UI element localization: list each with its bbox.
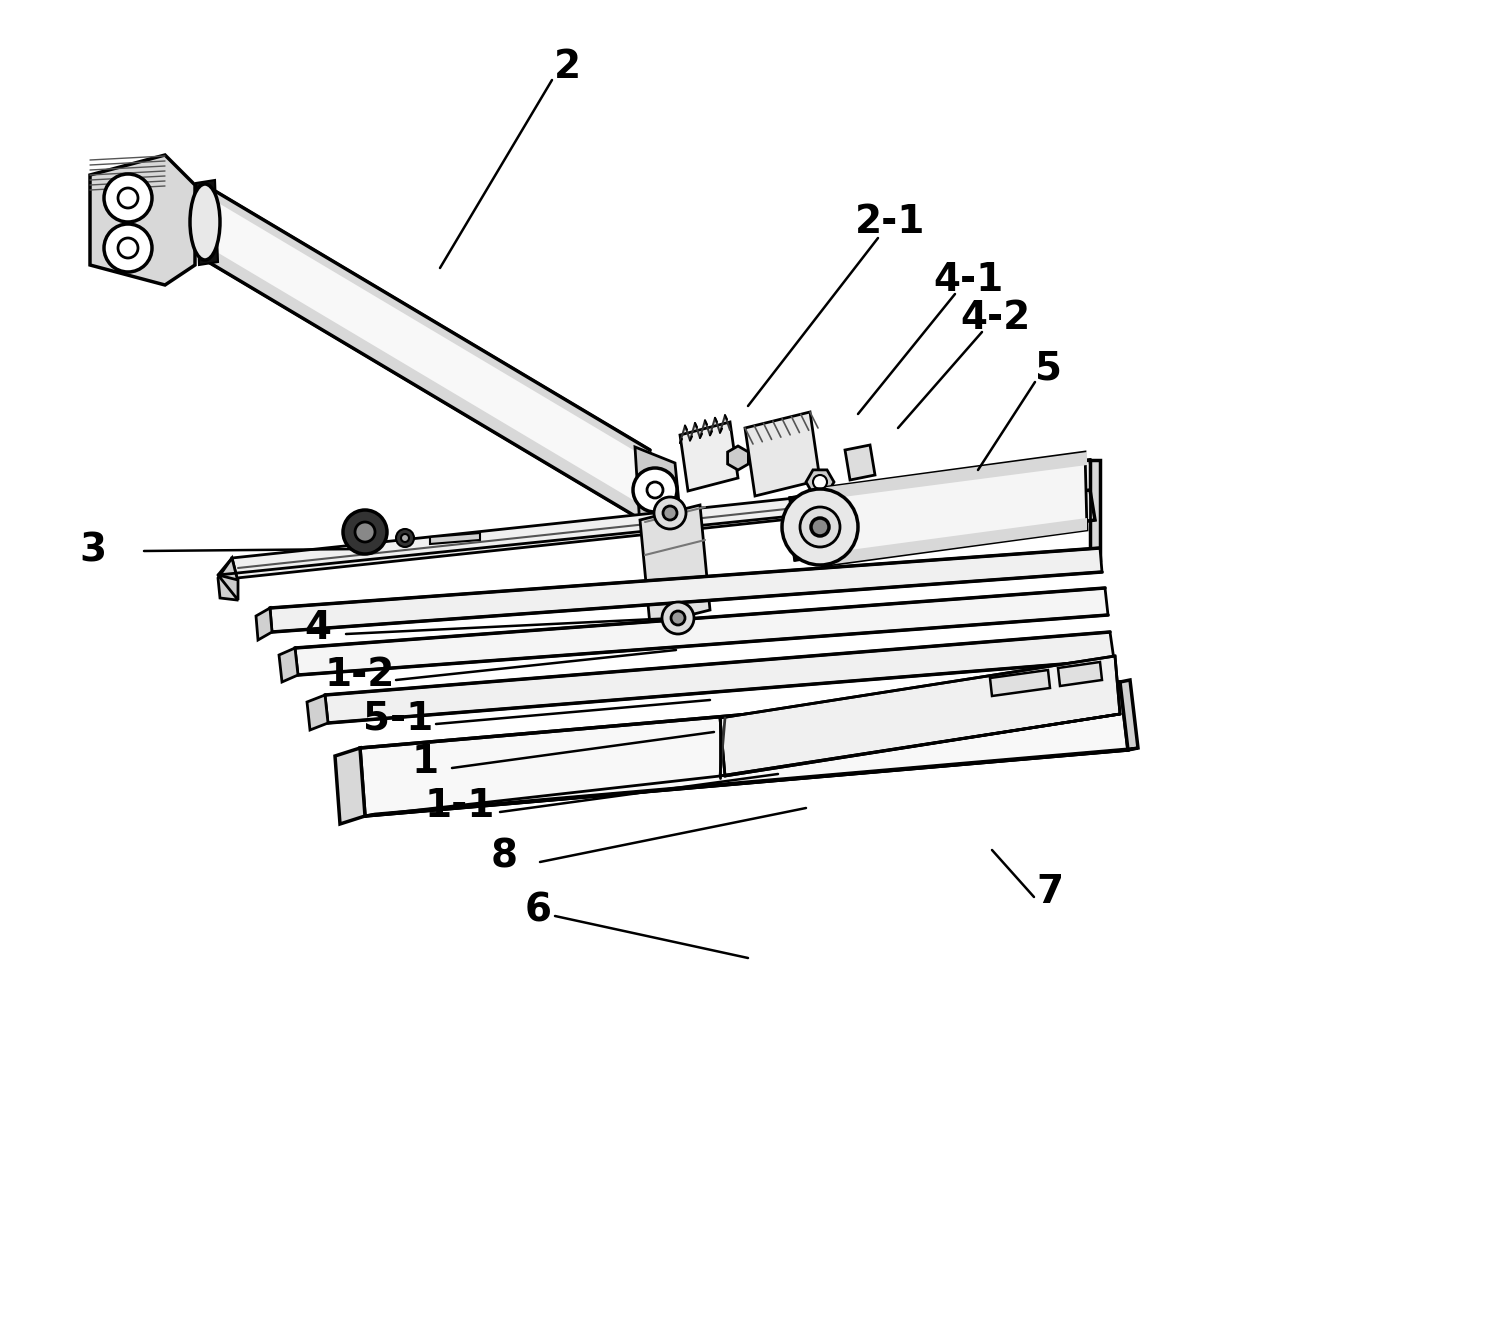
Polygon shape — [360, 682, 1128, 816]
Polygon shape — [269, 548, 1103, 633]
Polygon shape — [280, 649, 298, 682]
Circle shape — [400, 534, 409, 542]
Circle shape — [811, 518, 829, 536]
Polygon shape — [680, 423, 738, 490]
Polygon shape — [820, 452, 1088, 566]
Polygon shape — [635, 447, 680, 528]
Polygon shape — [790, 460, 1095, 528]
Text: 7: 7 — [1037, 873, 1064, 910]
Circle shape — [783, 489, 859, 565]
Polygon shape — [430, 533, 481, 544]
Polygon shape — [89, 155, 195, 284]
Polygon shape — [640, 505, 710, 625]
Polygon shape — [256, 607, 272, 641]
Text: 2-1: 2-1 — [854, 203, 926, 241]
Polygon shape — [820, 452, 1088, 500]
Polygon shape — [806, 470, 833, 494]
Polygon shape — [205, 245, 650, 525]
Ellipse shape — [190, 183, 220, 260]
Circle shape — [104, 225, 152, 272]
Circle shape — [118, 238, 138, 258]
Text: 5-1: 5-1 — [363, 699, 433, 738]
Polygon shape — [990, 670, 1051, 696]
Text: 1-1: 1-1 — [424, 787, 496, 825]
Polygon shape — [205, 185, 650, 525]
Circle shape — [664, 506, 677, 520]
Text: 4: 4 — [305, 609, 332, 647]
Circle shape — [356, 522, 375, 542]
Polygon shape — [335, 748, 365, 824]
Circle shape — [662, 602, 693, 634]
Circle shape — [801, 506, 841, 548]
Circle shape — [647, 482, 664, 498]
Text: 6: 6 — [524, 890, 552, 929]
Polygon shape — [1120, 680, 1138, 750]
Polygon shape — [232, 490, 875, 578]
Circle shape — [344, 510, 387, 554]
Polygon shape — [219, 575, 238, 599]
Polygon shape — [307, 695, 327, 730]
Polygon shape — [219, 558, 237, 599]
Text: 8: 8 — [491, 837, 518, 874]
Polygon shape — [728, 447, 748, 470]
Text: 4-2: 4-2 — [960, 299, 1030, 338]
Polygon shape — [845, 445, 875, 480]
Text: 5: 5 — [1034, 350, 1061, 387]
Text: 2: 2 — [554, 48, 580, 86]
Polygon shape — [790, 490, 1095, 560]
Polygon shape — [820, 518, 1088, 566]
Text: 1-2: 1-2 — [324, 657, 396, 694]
Circle shape — [396, 529, 414, 548]
Polygon shape — [745, 412, 820, 496]
Circle shape — [104, 174, 152, 222]
Circle shape — [812, 474, 827, 489]
Polygon shape — [295, 587, 1109, 675]
Polygon shape — [1058, 662, 1103, 686]
Circle shape — [118, 187, 138, 209]
Polygon shape — [196, 179, 219, 264]
Polygon shape — [324, 633, 1115, 723]
Polygon shape — [1091, 460, 1100, 560]
Text: 4-1: 4-1 — [933, 260, 1003, 299]
Circle shape — [655, 497, 686, 529]
Text: 1: 1 — [412, 743, 439, 781]
Circle shape — [671, 611, 684, 625]
Text: 3: 3 — [79, 532, 107, 570]
Polygon shape — [205, 185, 650, 460]
Circle shape — [632, 468, 677, 512]
Polygon shape — [720, 657, 1120, 776]
Polygon shape — [365, 748, 1138, 816]
